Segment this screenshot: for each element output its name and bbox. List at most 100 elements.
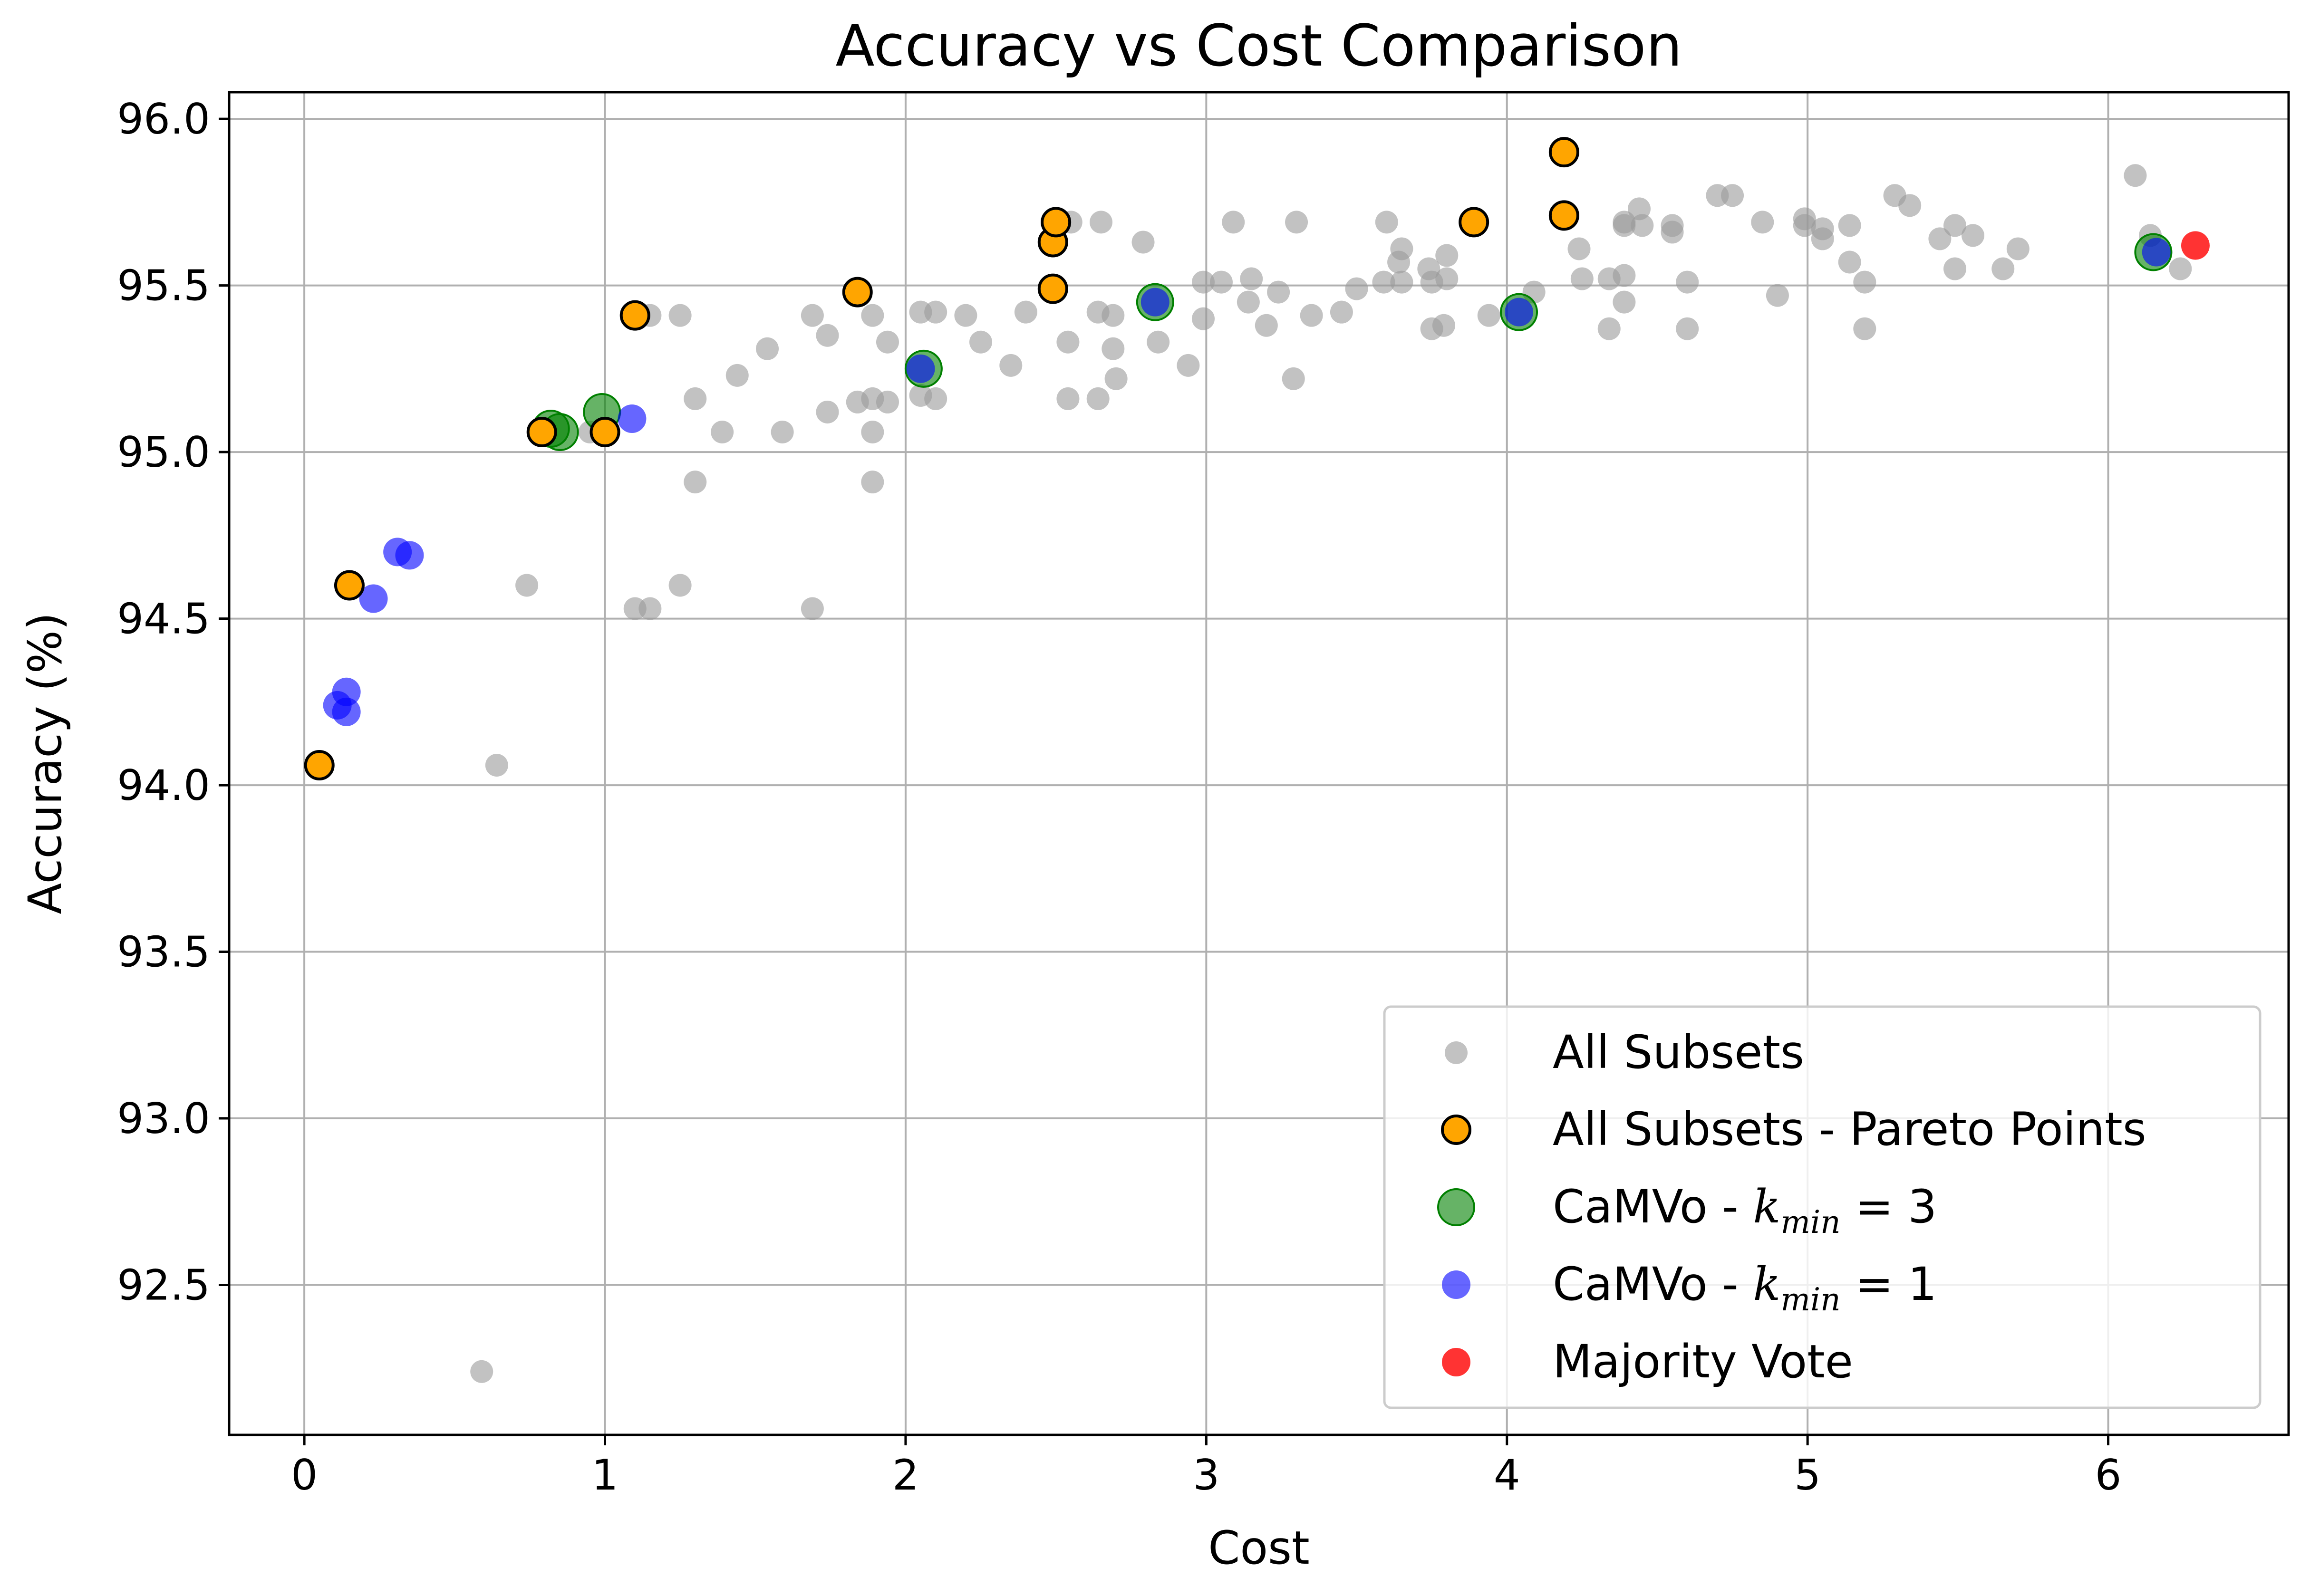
point-all-subsets [801,304,824,327]
point-all-subsets [1056,387,1080,410]
point-all-subsets [756,337,779,360]
point-all-subsets [515,574,539,597]
point-all-subsets [1661,221,1684,244]
point-all-subsets [1390,237,1413,260]
series-majority-vote [2181,231,2210,260]
point-all-subsets [1222,211,1245,234]
x-tick-label: 5 [1794,1451,1821,1500]
point-all-subsets [1131,231,1155,254]
point-all-subsets [1147,330,1170,354]
point-camvo-k1 [395,541,424,570]
point-camvo-k1 [1141,288,1169,317]
point-all-subsets [1751,211,1774,234]
point-all-subsets [1345,277,1368,300]
point-all-subsets [1192,270,1215,294]
point-pareto [1037,273,1068,304]
legend-label-pareto: All Subsets - Pareto Points [1553,1103,2146,1156]
point-all-subsets [876,390,899,413]
point-all-subsets [1943,257,1967,280]
legend: All Subsets All Subsets - Pareto Points … [1383,1005,2262,1409]
x-tick-label: 2 [892,1451,919,1500]
point-all-subsets [1567,237,1591,260]
point-all-subsets [771,421,794,444]
point-all-subsets [2006,237,2030,260]
point-all-subsets [1961,224,1984,247]
point-all-subsets [1721,184,1744,207]
point-all-subsets [816,400,839,423]
point-all-subsets [1853,317,1876,340]
point-camvo-k1 [2142,238,2171,267]
point-all-subsets [638,597,662,620]
legend-marker-majority-vote [1442,1348,1470,1376]
point-all-subsets [1177,354,1200,377]
point-all-subsets [1330,300,1353,324]
point-all-subsets [2169,257,2192,280]
point-camvo-k1 [332,677,361,706]
point-all-subsets [1432,314,1455,337]
point-all-subsets [1390,270,1413,294]
point-pareto [334,570,365,601]
x-tick-label: 1 [592,1451,619,1500]
series-pareto-points [304,137,1579,781]
point-all-subsets [1089,211,1112,234]
x-tick-label: 6 [2095,1451,2122,1500]
point-all-subsets [1267,280,1290,304]
point-all-subsets [999,354,1023,377]
point-all-subsets [1102,304,1125,327]
point-all-subsets [816,324,839,347]
point-camvo-k1 [359,584,388,613]
point-all-subsets [1209,270,1233,294]
legend-marker-all-subsets [1445,1041,1468,1064]
y-tick-label: 95.5 [117,261,210,310]
y-tick-label: 93.5 [117,928,210,977]
point-all-subsets [1676,270,1699,294]
point-all-subsets [1435,244,1459,267]
legend-label-all-subsets: All Subsets [1553,1026,1804,1079]
legend-label-camvo-k1: CaMVo - kmin = 1 [1553,1258,1937,1318]
x-axis-label: Cost [1208,1521,1309,1575]
point-pareto [1041,207,1072,238]
y-tick-label: 93.0 [117,1094,210,1143]
point-all-subsets [1597,317,1621,340]
point-all-subsets [684,387,707,410]
point-camvo-k1 [332,697,361,726]
point-all-subsets [1237,290,1260,314]
plot-frame [228,91,2290,1436]
point-all-subsets [1435,267,1459,290]
point-pareto [1548,200,1579,231]
point-all-subsets [1014,300,1037,324]
x-axis: 0 1 2 3 4 5 6 [291,1435,2122,1500]
point-all-subsets [1375,211,1398,234]
point-pareto [619,300,650,331]
point-all-subsets [1766,284,1789,307]
point-all-subsets [954,304,977,327]
legend-marker-pareto [1441,1115,1471,1145]
point-camvo-k1 [906,354,935,383]
point-all-subsets [861,421,884,444]
legend-label-majority-vote: Majority Vote [1553,1335,1853,1388]
point-all-subsets [1300,304,1323,327]
point-all-subsets [801,597,824,620]
point-pareto [304,750,335,781]
point-pareto [1459,207,1489,238]
point-all-subsets [1991,257,2015,280]
point-all-subsets [711,421,734,444]
y-tick-label: 94.5 [117,595,210,644]
point-all-subsets [924,387,947,410]
point-all-subsets [1898,194,1922,217]
point-all-subsets [1928,227,1952,250]
point-all-subsets [1282,367,1305,390]
point-all-subsets [861,471,884,494]
point-all-subsets [1570,267,1594,290]
y-tick-label: 96.0 [117,95,210,144]
point-all-subsets [1372,270,1395,294]
chart-title: Accuracy vs Cost Comparison [835,13,1682,79]
point-all-subsets [470,1360,493,1383]
point-all-subsets [1240,267,1263,290]
legend-label-camvo-k3: CaMVo - kmin = 3 [1553,1180,1937,1240]
point-all-subsets [924,300,947,324]
y-tick-label: 95.0 [117,428,210,477]
point-camvo-k1 [618,404,647,433]
point-all-subsets [1811,227,1834,250]
